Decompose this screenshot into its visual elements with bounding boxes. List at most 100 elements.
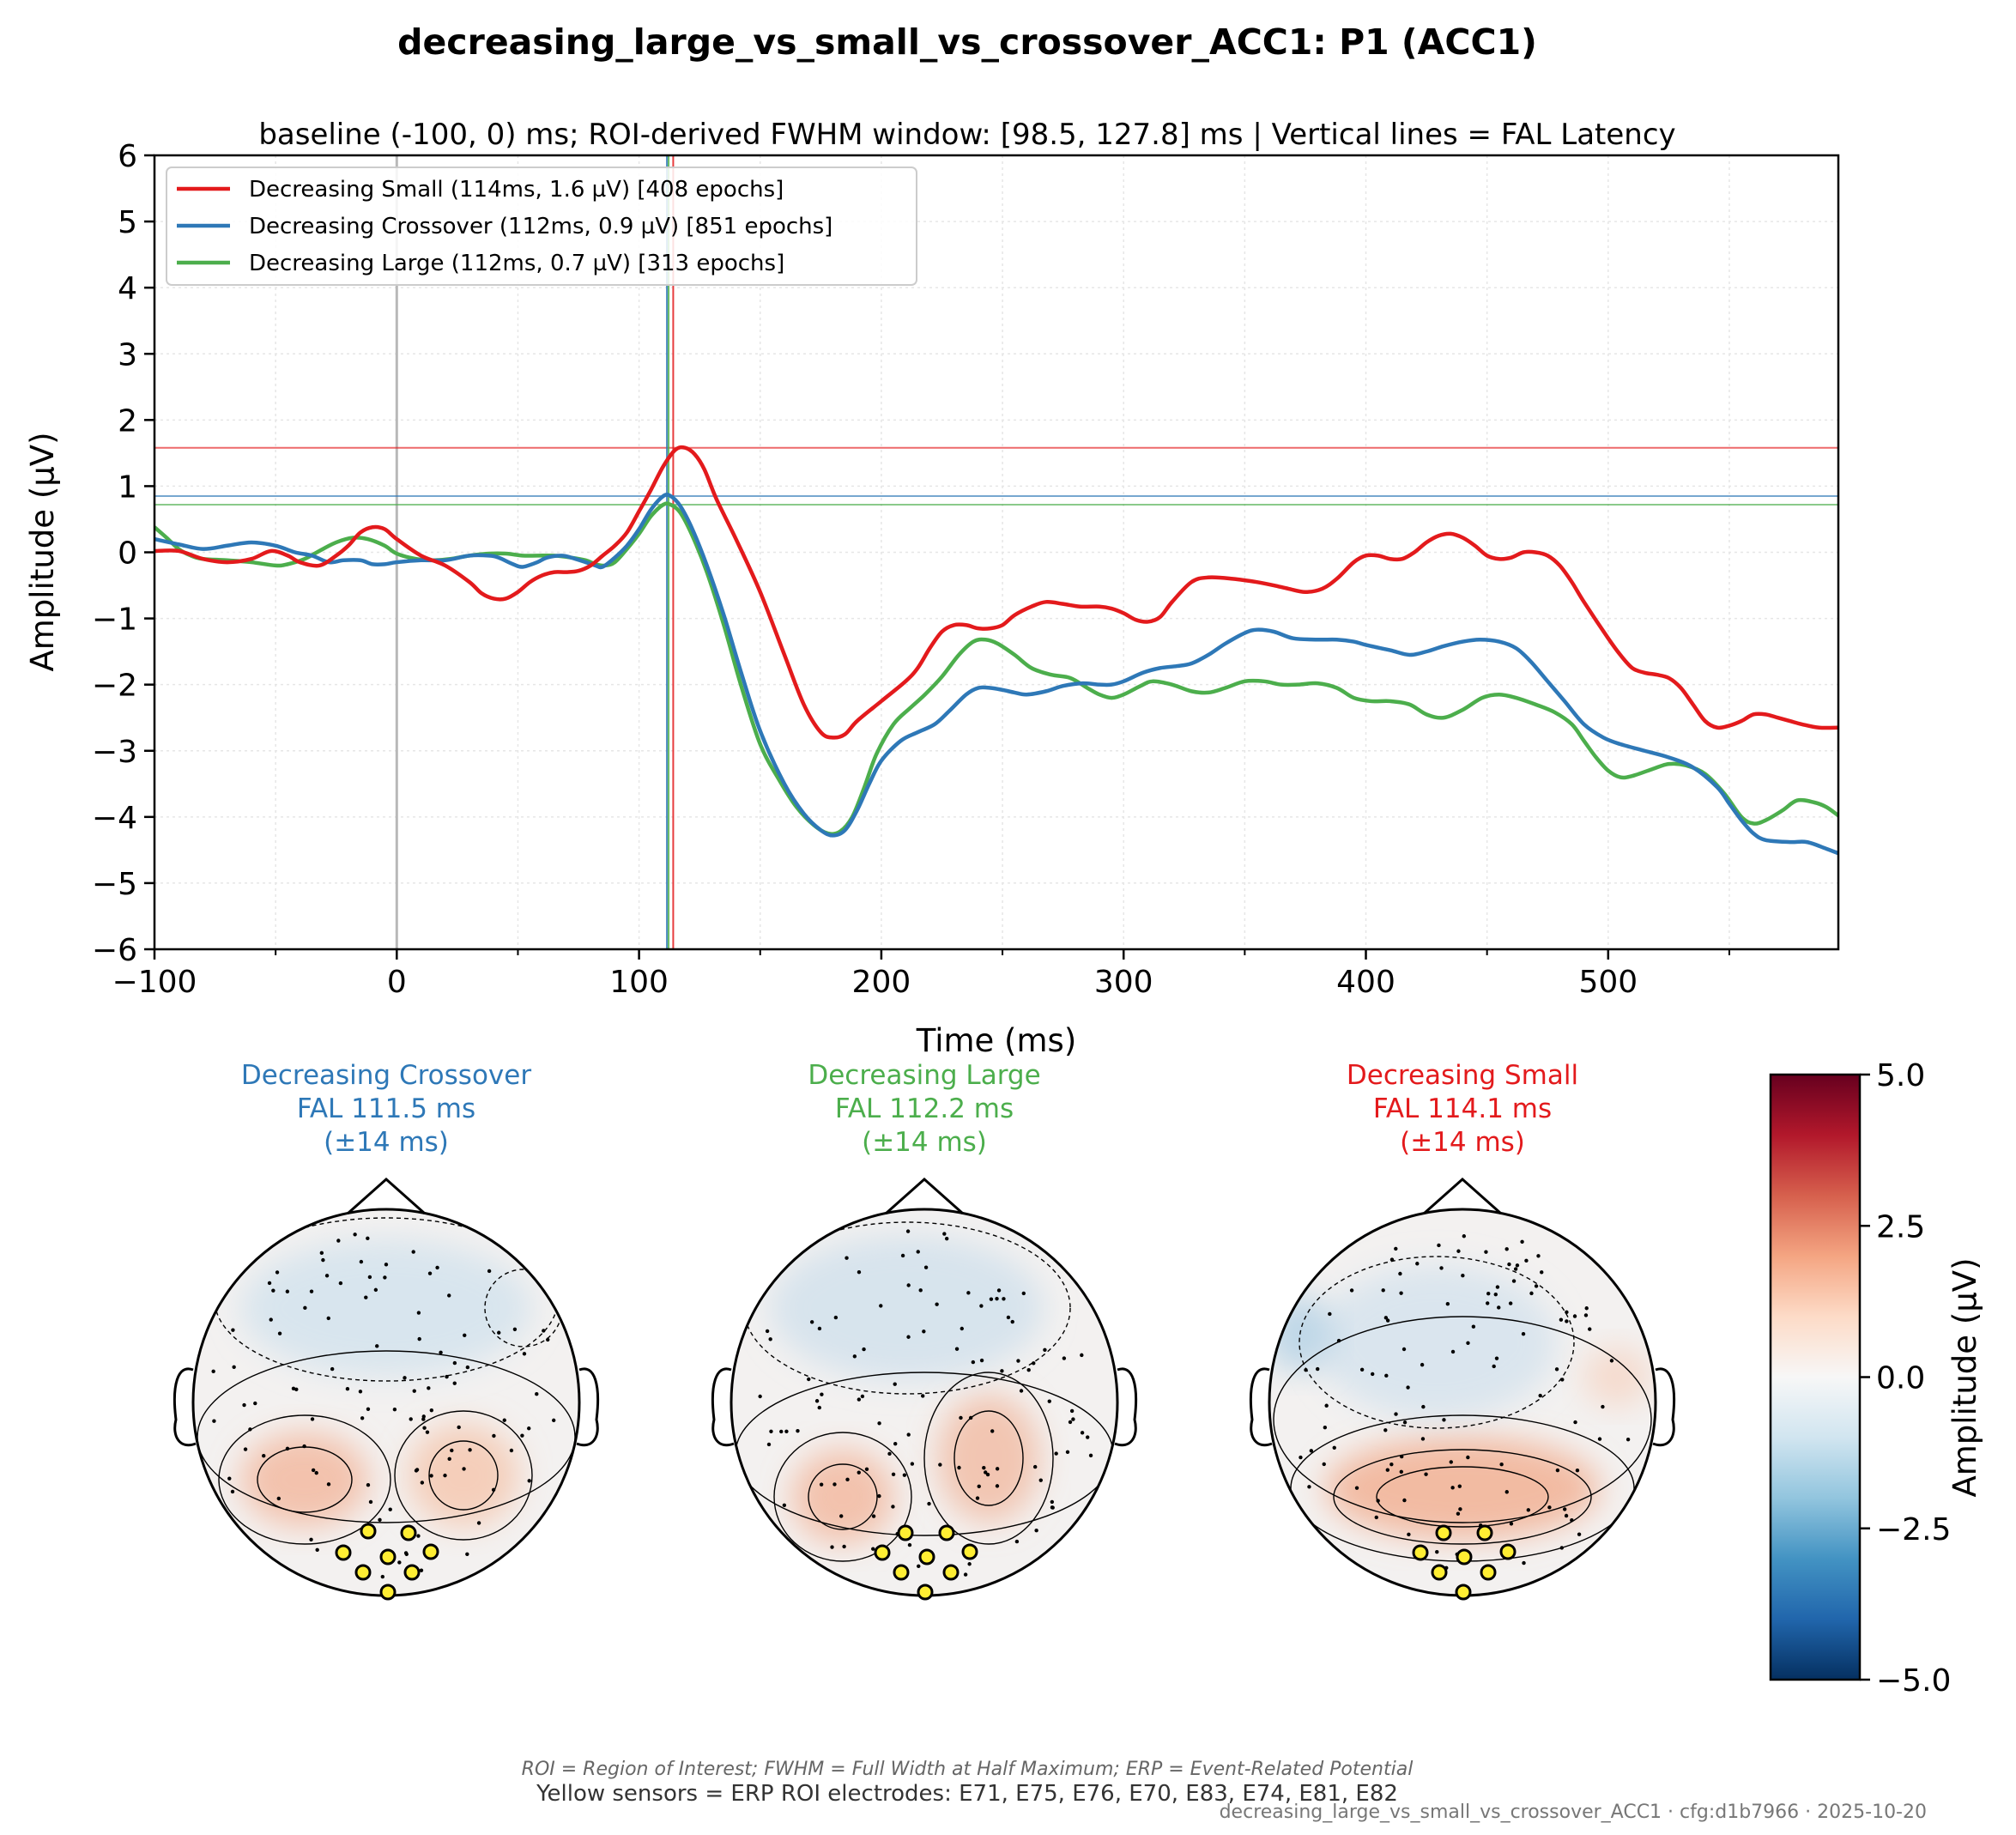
sensor-dot [397, 1560, 402, 1565]
sensor-dot [923, 1265, 929, 1269]
sensor-dot [319, 1251, 324, 1256]
sensor-dot [1406, 1385, 1410, 1390]
sensor-dot [468, 1448, 472, 1452]
sensor-dot [1047, 1399, 1051, 1403]
sensor-dot [819, 1482, 824, 1487]
sensor-dot [1522, 1560, 1526, 1566]
sensor-dot [416, 1311, 421, 1315]
sensor-dot [1495, 1285, 1500, 1289]
sensor-dot [966, 1291, 971, 1295]
sensor-dot [871, 1547, 875, 1551]
x-tick-label: 100 [609, 965, 669, 1000]
sensor-dot [445, 1374, 449, 1379]
sensor-dot [942, 1232, 947, 1236]
colorbar-tick-label: 2.5 [1876, 1209, 1925, 1245]
sensor-dot [862, 1347, 866, 1352]
sensor-dot [309, 1289, 314, 1293]
sensor-dot [1534, 1284, 1539, 1288]
sensor-dot [1399, 1291, 1403, 1295]
sensor-dot [906, 1335, 911, 1339]
y-tick-label: 2 [118, 403, 137, 439]
sensor-dot [527, 1479, 531, 1483]
sensor-dot [1068, 1420, 1073, 1425]
sensor-dot [1504, 1247, 1509, 1251]
sensor-dot [1577, 1532, 1582, 1536]
sensor-dot [864, 1467, 869, 1472]
topomap-title-line3: (±14 ms) [1400, 1127, 1525, 1158]
field-blob [1325, 1437, 1600, 1540]
sensor-dot [1332, 1445, 1336, 1450]
sensor-dot [1038, 1478, 1043, 1482]
sensor-dot [1374, 1515, 1378, 1520]
roi-sensor [1455, 1584, 1472, 1601]
sensor-dot [765, 1329, 770, 1334]
sensor-dot [1034, 1529, 1038, 1533]
sensor-dot [338, 1281, 343, 1286]
sensor-dot [1508, 1301, 1513, 1305]
colorbar-tick-label: 5.0 [1876, 1058, 1925, 1093]
sensor-dot [871, 1514, 876, 1518]
legend-box [166, 167, 917, 286]
nose [885, 1177, 964, 1215]
sensor-dot [852, 1354, 857, 1359]
sensor-dot [782, 1503, 787, 1508]
sensor-dot [271, 1288, 275, 1293]
legend-entry: Decreasing Small (114ms, 1.6 µV) [408 ep… [249, 177, 784, 203]
sensor-dot [977, 1484, 981, 1488]
roi-sensor [403, 1564, 421, 1581]
y-tick-label: −5 [92, 867, 137, 902]
sensor-dot [465, 1552, 469, 1556]
sensor-dot [877, 1493, 881, 1499]
sensor-dot [1601, 1404, 1605, 1409]
sensor-dot [857, 1470, 861, 1475]
roi-sensor [874, 1544, 891, 1561]
sensor-dot [1415, 1262, 1420, 1266]
sensor-dot [366, 1482, 371, 1487]
sensor-dot [1309, 1449, 1314, 1453]
sensor-dot [1450, 1486, 1455, 1490]
sensor-dot [1529, 1291, 1534, 1296]
sensor-dot [457, 1425, 461, 1430]
sensor-dot [1420, 1362, 1425, 1367]
sensor-dot [830, 1545, 834, 1549]
sensor-dot [1016, 1359, 1020, 1363]
contour-line-negative [743, 1221, 1071, 1395]
sensor-dot [893, 1441, 898, 1446]
y-tick-label: −3 [92, 735, 137, 770]
sensor-dot [1609, 1359, 1614, 1363]
sensor-dot [1449, 1460, 1453, 1464]
sensor-dot [285, 1289, 290, 1293]
sensor-dot [891, 1505, 895, 1509]
sensor-dot [380, 1574, 385, 1579]
topomap-title-line3: (±14 ms) [324, 1127, 449, 1158]
roi-sensor [1480, 1564, 1497, 1581]
sensor-dot [1509, 1522, 1514, 1526]
sensor-dot [366, 1407, 371, 1411]
field-blob [408, 1424, 519, 1527]
sensor-dot [1322, 1462, 1326, 1467]
sensor-dot [522, 1352, 527, 1356]
sensor-dot [404, 1552, 409, 1557]
sensor-dot [1588, 1327, 1592, 1331]
contour-line [923, 1372, 1054, 1545]
roi-sensor [354, 1564, 372, 1581]
sensor-dot [1385, 1318, 1390, 1323]
field-blob [1317, 1265, 1557, 1420]
sensor-dot [476, 1521, 481, 1525]
topomap-title-title: Decreasing Small [1347, 1060, 1578, 1091]
colorbar-tick-label: −2.5 [1876, 1512, 1951, 1547]
series-line [154, 493, 1838, 856]
sensor-dot [411, 1250, 415, 1254]
sensor-dot [1462, 1234, 1467, 1238]
sensor-dot [1494, 1356, 1499, 1360]
right-ear [1652, 1367, 1676, 1447]
field-blob [240, 1239, 532, 1377]
x-tick-label: 300 [1094, 965, 1153, 1000]
sensor-dot [1559, 1317, 1564, 1322]
sensor-dot [1086, 1435, 1090, 1439]
field-blob [1583, 1347, 1651, 1407]
contour-line [1376, 1466, 1549, 1528]
sensor-dot [1088, 1453, 1093, 1458]
y-tick-label: −6 [92, 933, 137, 968]
sensor-dot [975, 1496, 980, 1500]
